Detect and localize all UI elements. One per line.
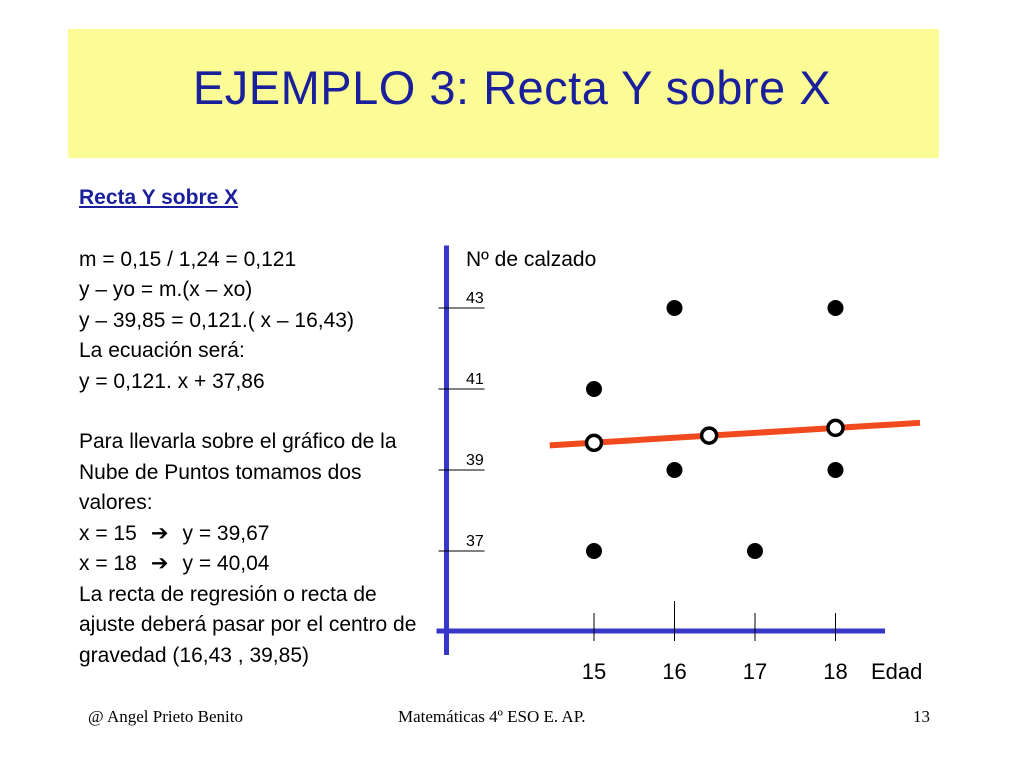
chart-axes <box>436 245 885 655</box>
slide-title: EJEMPLO 3: Recta Y sobre X <box>192 61 832 114</box>
value-line-1: x = 15 ➔ y = 39,67 <box>79 519 449 550</box>
x-tick-label: 15 <box>582 659 606 684</box>
explanation-panel: Recta Y sobre X m = 0,15 / 1,24 = 0,121 … <box>79 183 449 671</box>
arrow-right-icon: ➔ <box>150 552 169 575</box>
data-point <box>666 462 683 478</box>
paragraph-plot-values: Para llevarla sobre el gráfico de la Nub… <box>79 430 397 514</box>
paragraph-center-gravity: La recta de regresión o recta de ajuste … <box>79 582 417 667</box>
line-reference-point <box>699 426 719 445</box>
footer-course: Matemáticas 4º ESO E. AP. <box>398 707 586 726</box>
value-y-2: y = 40,04 <box>182 552 270 575</box>
regression-line <box>549 419 921 449</box>
equation-line-3: y – 39,85 = 0,121.( x – 16,43) <box>79 308 354 332</box>
x-tick-label: 18 <box>823 659 847 684</box>
equation-line-4: La ecuación será: <box>79 339 245 362</box>
data-point <box>666 300 683 316</box>
data-point <box>586 381 602 397</box>
value-x-2: x = 18 <box>79 552 137 575</box>
title-banner <box>68 29 939 158</box>
data-point <box>586 543 602 559</box>
data-point <box>747 543 763 559</box>
line-reference-point <box>826 418 845 438</box>
y-axis-label: Nº de calzado <box>466 248 596 271</box>
equation-line-1: m = 0,15 / 1,24 = 0,121 <box>79 247 297 271</box>
value-y-1: y = 39,67 <box>182 521 270 545</box>
equation-line-5: y = 0,121. x + 37,86 <box>79 369 265 393</box>
value-x-1: x = 15 <box>79 521 137 545</box>
y-tick-label: 37 <box>466 533 484 550</box>
y-tick-label: 43 <box>466 290 484 307</box>
y-tick-label: 41 <box>466 371 484 388</box>
arrow-right-icon: ➔ <box>150 521 169 545</box>
slide-footer: @ Angel Prieto Benito Matemáticas 4º ESO… <box>0 707 1024 737</box>
x-axis-label: Edad <box>871 659 922 684</box>
data-point <box>827 462 844 478</box>
equation-line-2: y – yo = m.(x – xo) <box>79 278 253 301</box>
footer-author: @ Angel Prieto Benito <box>88 707 243 726</box>
line-reference-point <box>584 433 604 453</box>
section-subtitle: Recta Y sobre X <box>79 186 239 209</box>
footer-page-number: 13 <box>913 707 930 726</box>
y-tick-label: 39 <box>466 452 484 469</box>
value-line-2: x = 18 ➔ y = 40,04 <box>79 549 449 580</box>
data-point <box>827 300 844 316</box>
x-tick-label: 16 <box>662 659 686 684</box>
x-tick-label: 17 <box>743 659 767 684</box>
